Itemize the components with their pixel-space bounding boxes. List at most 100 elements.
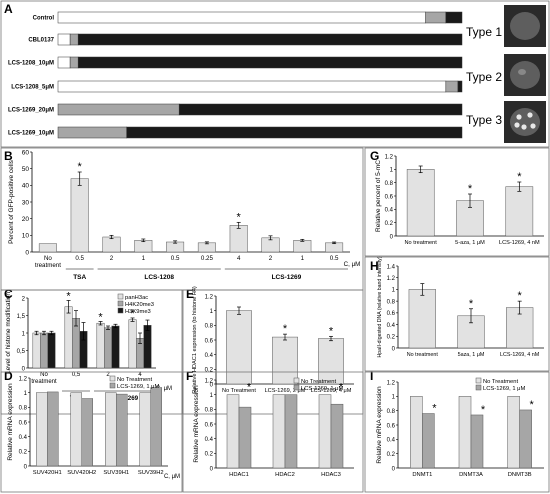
significance-star: * xyxy=(237,211,242,223)
bar xyxy=(456,200,484,237)
x-tick-label: 5-aza, 1 μM xyxy=(455,240,485,246)
y-tick-label: 40 xyxy=(22,183,30,190)
y-tick-label: 2 xyxy=(22,296,26,302)
bar xyxy=(96,322,105,369)
stacked-segment xyxy=(178,103,463,116)
y-tick-label: 1.2 xyxy=(19,376,28,382)
y-tick-label: 0.6 xyxy=(205,422,214,428)
significance-star: * xyxy=(283,323,288,335)
bar xyxy=(226,394,240,469)
y-tick-label: 0.6 xyxy=(19,420,28,426)
y-tick-label: 20 xyxy=(22,216,30,223)
y-tick-label: 0.2 xyxy=(387,452,396,458)
legend-label: LCS-1269, 1 μM xyxy=(301,386,343,392)
significance-star: * xyxy=(130,308,135,320)
legend-swatch xyxy=(475,377,482,384)
legend-label: No Treatment xyxy=(117,377,153,383)
x-tick-label: SUV39H1 xyxy=(103,470,129,476)
y-tick-label: 0.4 xyxy=(387,438,396,444)
nucleus-spot xyxy=(521,124,527,130)
legend-label: panH3ac xyxy=(125,295,148,301)
significance-star: * xyxy=(530,399,535,411)
x-tick-label: 1 xyxy=(301,255,305,262)
bar xyxy=(408,289,436,349)
legend-swatch xyxy=(117,307,124,314)
bar xyxy=(128,319,137,369)
row-label: LCS-1269_10μM xyxy=(8,131,54,137)
x-tick-label: DNMT3B xyxy=(508,472,532,478)
x-tick-label: HDAC3 xyxy=(321,472,341,478)
y-tick-label: 1.2 xyxy=(385,154,394,160)
legend-swatch xyxy=(293,384,300,391)
group-label: TSA xyxy=(73,274,86,281)
legend-swatch xyxy=(109,382,116,389)
row-label: Control xyxy=(33,16,55,22)
y-tick-label: 0,5 xyxy=(17,349,26,355)
nucleus-spot xyxy=(530,123,536,129)
y-tick-label: 1.2 xyxy=(387,380,396,386)
x-tick-label: No xyxy=(40,372,48,378)
y-axis-label: Level of histone modification xyxy=(5,292,12,374)
x-tick-label: HDAC1 xyxy=(229,472,249,478)
y-tick-label: 0 xyxy=(24,464,28,470)
bar xyxy=(134,240,153,253)
x-tick-label: LCS-1269, 4 nM xyxy=(500,352,540,358)
significance-star: * xyxy=(247,382,252,394)
legend-swatch xyxy=(117,293,124,300)
bar xyxy=(325,242,344,253)
y-tick-label: 30 xyxy=(22,199,30,206)
significance-star: * xyxy=(481,404,486,416)
bar xyxy=(238,406,252,469)
y-axis-label: Relative HDAC1 expression (to histone H4… xyxy=(192,286,198,394)
panel-i-chart: 0 0.2 0.4 0.6 0.8 1 1.2 Relative mRNA expressio… xyxy=(376,380,544,478)
y-tick-label: 1,5 xyxy=(17,314,26,320)
stacked-segment xyxy=(126,126,463,139)
legend-swatch xyxy=(475,384,482,391)
nucleus-spot xyxy=(514,122,520,128)
panel-letter-f: F xyxy=(186,369,193,383)
bar xyxy=(102,236,121,253)
legend-label: No Treatment xyxy=(301,379,337,385)
nucleus-image-1 xyxy=(504,5,546,47)
bar xyxy=(272,394,286,469)
bar xyxy=(410,396,423,469)
panel-h-chart: 0 0.2 0.4 0.6 0.8 1 1.2 1.4 HpaII-digested DNA (… xyxy=(377,256,544,358)
y-axis-label: HpaII-digested DNA (relative band intens… xyxy=(377,256,383,357)
y-tick-label: 1.2 xyxy=(205,294,214,300)
bar xyxy=(81,398,93,467)
y-tick-label: 0.4 xyxy=(205,437,214,443)
nucleus-shape xyxy=(510,12,540,40)
y-tick-label: 60 xyxy=(22,149,30,156)
stacked-segment xyxy=(425,11,447,24)
x-tick-label: 4 xyxy=(237,255,241,262)
significance-star: * xyxy=(98,311,103,323)
y-axis-label: Relative percent of 5-mC xyxy=(375,160,382,232)
bar xyxy=(139,392,151,467)
bar xyxy=(318,338,344,385)
bar xyxy=(32,332,41,369)
x-tick-label: LCS-1269, 4 nM xyxy=(499,240,540,246)
y-tick-label: 0.4 xyxy=(385,208,394,214)
x-tick-label: treatment xyxy=(31,379,57,385)
x-tick-label: 2 xyxy=(110,255,114,262)
legend-swatch xyxy=(109,375,116,382)
significance-star: * xyxy=(518,290,523,302)
x-tick-label: No treatment xyxy=(407,352,439,358)
unit-label: C, μM xyxy=(344,261,361,268)
panel-letter-h: H xyxy=(370,259,379,273)
panel-h-frame xyxy=(364,256,550,372)
stacked-segment xyxy=(445,11,463,24)
y-tick-label: 1.2 xyxy=(205,378,214,384)
type-label: Type 1 xyxy=(466,25,502,39)
significance-star: * xyxy=(432,403,437,415)
nucleus-spot xyxy=(516,114,522,120)
legend-label: H3K9me3 xyxy=(125,309,151,315)
significance-star: * xyxy=(78,161,83,173)
x-tick-label: DNMT3A xyxy=(459,472,483,478)
x-tick-label: No xyxy=(44,255,52,262)
y-tick-label: 0.6 xyxy=(387,423,396,429)
x-tick-label: LCS-1269, 2 μM xyxy=(265,388,306,394)
